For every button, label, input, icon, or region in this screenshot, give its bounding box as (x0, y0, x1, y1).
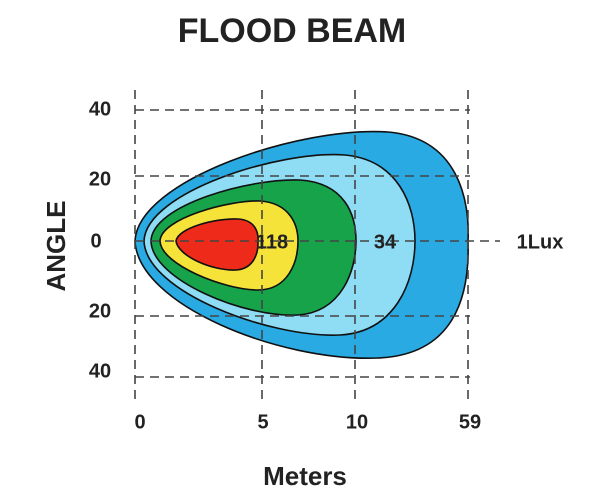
zone-label: 1Lux (517, 231, 564, 253)
zone-red (175, 218, 259, 271)
y-axis-label: ANGLE (41, 201, 71, 292)
x-tick-label: 10 (346, 411, 368, 433)
y-tick-label: 20 (89, 300, 111, 322)
title: FLOOD BEAM (178, 12, 407, 50)
zone-label: 34 (374, 231, 397, 253)
y-tick-label: 20 (89, 168, 111, 190)
x-axis-label: Meters (263, 461, 347, 491)
x-tick-label: 59 (459, 411, 481, 433)
y-tick-label: 0 (90, 230, 101, 252)
beam-zones (134, 130, 469, 359)
zone-label: 118 (256, 231, 288, 253)
grid (134, 90, 500, 402)
y-tick-label: 40 (89, 98, 111, 120)
y-tick-label: 40 (89, 360, 111, 382)
x-tick-label: 0 (134, 411, 145, 433)
x-tick-label: 5 (257, 411, 268, 433)
